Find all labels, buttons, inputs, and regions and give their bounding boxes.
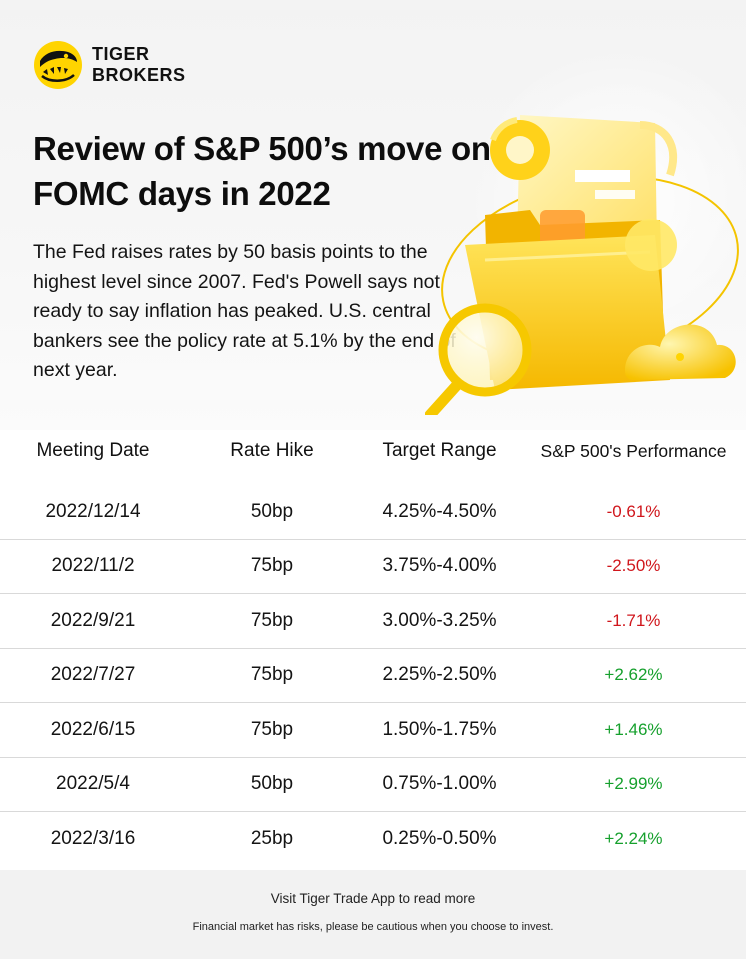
performance-cell: -1.71%	[606, 610, 661, 630]
header-target-range: Target Range	[382, 440, 497, 461]
rate-hike-cell: 50bp	[250, 773, 294, 795]
table-row: 2022/12/14 50bp 4.25%-4.50% -0.61%	[0, 485, 746, 540]
performance-cell: +2.62%	[604, 665, 663, 685]
table-body: 2022/12/14 50bp 4.25%-4.50% -0.61% 2022/…	[0, 485, 746, 867]
rate-hike-cell: 75bp	[250, 609, 294, 631]
rate-hike-cell: 25bp	[250, 828, 294, 850]
folder-magnifier-cloud-icon	[425, 115, 739, 415]
performance-cell: +2.99%	[604, 774, 663, 794]
header-rate-hike: Rate Hike	[230, 440, 314, 461]
performance-cell: -2.50%	[606, 556, 661, 576]
meeting-date-cell: 2022/6/15	[50, 718, 136, 740]
table-row: 2022/7/27 75bp 2.25%-2.50% +2.62%	[0, 649, 746, 703]
meeting-date-cell: 2022/5/4	[56, 773, 130, 795]
footer-cta-link[interactable]: Visit Tiger Trade App to read more	[270, 891, 476, 906]
meeting-date-cell: 2022/9/21	[50, 609, 136, 631]
hero-section: TIGER BROKERS Review of S&P 500’s move o…	[0, 0, 746, 430]
meeting-date-cell: 2022/3/16	[50, 828, 136, 850]
header-meeting-date: Meeting Date	[36, 440, 150, 461]
brand-name-line2: BROKERS	[92, 65, 186, 85]
header-sp500-performance: S&P 500's Performance	[540, 440, 727, 461]
brand-name: TIGER BROKERS	[92, 44, 186, 86]
performance-cell: +2.24%	[604, 829, 663, 849]
table-row: 2022/6/15 75bp 1.50%-1.75% +1.46%	[0, 703, 746, 758]
meeting-date-cell: 2022/11/2	[51, 555, 135, 577]
table-header-row: Meeting Date Rate Hike Target Range S&P …	[0, 430, 746, 472]
meeting-date-cell: 2022/12/14	[45, 500, 141, 522]
tiger-logo-icon	[34, 41, 82, 89]
target-range-cell: 3.75%-4.00%	[382, 555, 497, 577]
target-range-cell: 4.25%-4.50%	[382, 500, 497, 522]
target-range-cell: 0.25%-0.50%	[382, 828, 497, 850]
rate-hike-cell: 75bp	[250, 718, 294, 740]
page-subtitle: The Fed raises rates by 50 basis points …	[33, 241, 456, 381]
rate-hike-cell: 75bp	[250, 555, 294, 577]
page-title: Review of S&P 500’s move on FOMC days in…	[33, 130, 491, 212]
brand-lockup: TIGER BROKERS	[33, 40, 186, 90]
brand-name-line1: TIGER	[92, 44, 150, 64]
table-row: 2022/5/4 50bp 0.75%-1.00% +2.99%	[0, 758, 746, 812]
table-row: 2022/11/2 75bp 3.75%-4.00% -2.50%	[0, 540, 746, 594]
performance-cell: +1.46%	[604, 719, 663, 739]
table-row: 2022/3/16 25bp 0.25%-0.50% +2.24%	[0, 812, 746, 867]
risk-disclaimer: Financial market has risks, please be ca…	[192, 921, 554, 933]
footer: Visit Tiger Trade App to read more Finan…	[0, 870, 746, 959]
fomc-table: Meeting Date Rate Hike Target Range S&P …	[0, 430, 746, 867]
performance-cell: -0.61%	[606, 501, 661, 521]
rate-hike-cell: 50bp	[250, 500, 294, 522]
rate-hike-cell: 75bp	[250, 664, 294, 686]
meeting-date-cell: 2022/7/27	[50, 664, 136, 686]
table-row: 2022/9/21 75bp 3.00%-3.25% -1.71%	[0, 594, 746, 649]
target-range-cell: 1.50%-1.75%	[382, 718, 497, 740]
target-range-cell: 2.25%-2.50%	[382, 664, 497, 686]
target-range-cell: 0.75%-1.00%	[382, 773, 497, 795]
target-range-cell: 3.00%-3.25%	[382, 609, 497, 631]
